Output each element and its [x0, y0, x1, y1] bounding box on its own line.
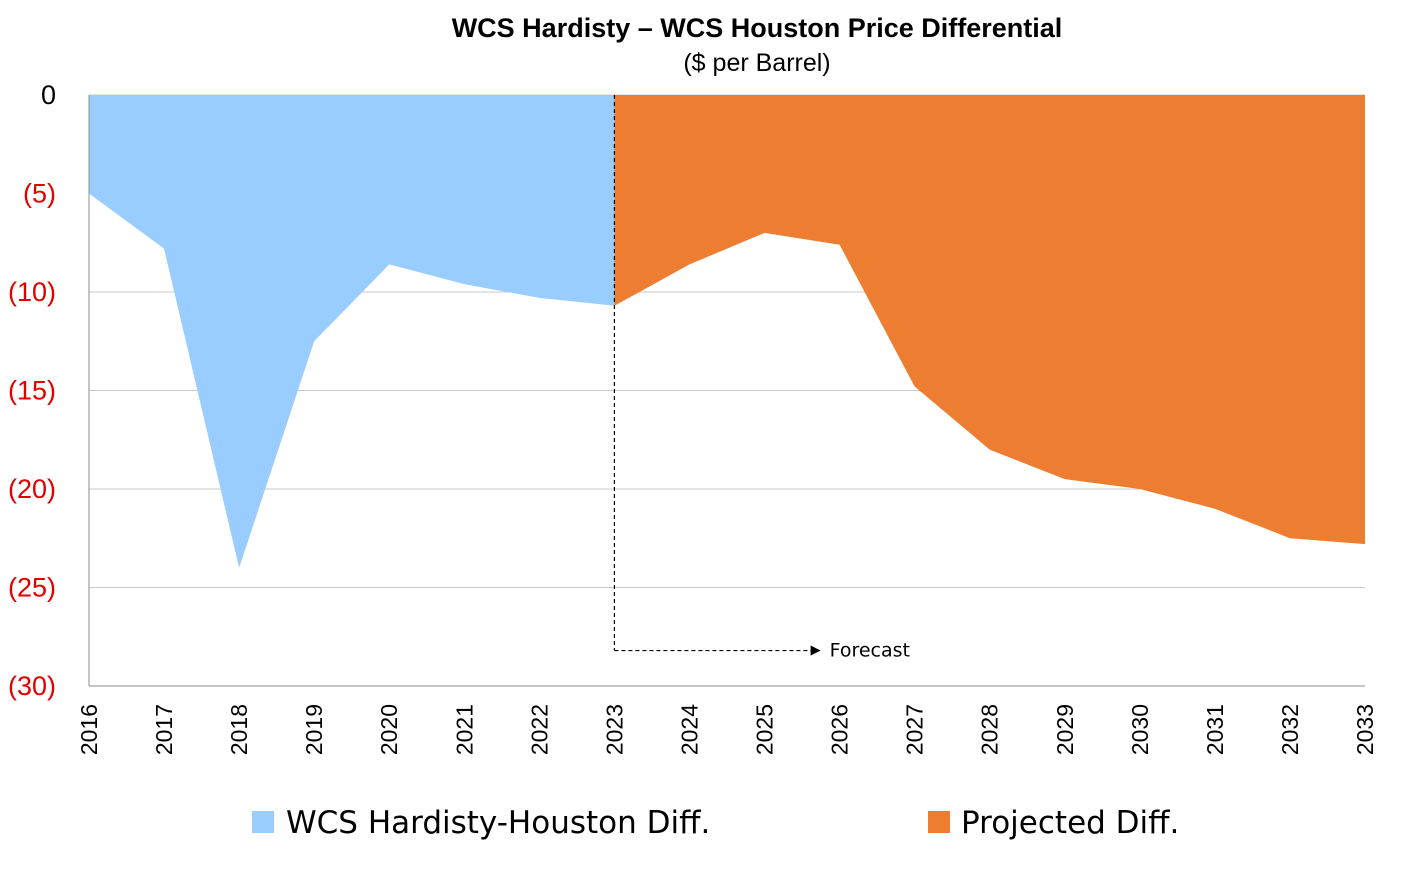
forecast-label: Forecast: [830, 640, 910, 662]
x-tick-label: 2028: [977, 704, 1003, 755]
y-tick-label: (20): [8, 474, 56, 504]
x-tick-label: 2030: [1127, 704, 1153, 755]
legend-swatch-historical: [252, 811, 274, 833]
y-tick-label: 0: [41, 80, 56, 110]
x-tick-label: 2029: [1052, 704, 1078, 755]
x-tick-labels: 2016 2017 2018 2019 2020 2021 2022 2023 2024 2025…: [76, 704, 1378, 755]
x-tick-label: 2027: [902, 704, 928, 755]
area-historical: [89, 95, 615, 568]
area-projected: [614, 95, 1365, 545]
x-tick-label: 2024: [676, 704, 702, 755]
y-tick-labels: 0 (5) (10) (15) (20) (25) (30): [8, 80, 56, 701]
y-tick-label: (10): [8, 277, 56, 307]
chart-subtitle: ($ per Barrel): [683, 49, 830, 77]
x-tick-label: 2019: [301, 704, 327, 755]
x-tick-label: 2023: [601, 704, 627, 755]
x-tick-label: 2020: [376, 704, 402, 755]
area-series: [89, 95, 1365, 568]
y-tick-label: (15): [8, 376, 56, 406]
axes: [88, 95, 1365, 687]
chart-title: WCS Hardisty – WCS Houston Price Differe…: [452, 13, 1063, 43]
x-tick-label: 2022: [526, 704, 552, 755]
x-tick-label: 2017: [151, 704, 177, 755]
x-tick-label: 2025: [752, 704, 778, 755]
legend: WCS Hardisty-Houston Diff. Projected Dif…: [252, 805, 1179, 841]
x-tick-label: 2016: [76, 704, 102, 755]
legend-label-historical: WCS Hardisty-Houston Diff.: [286, 805, 710, 841]
x-tick-label: 2018: [226, 704, 252, 755]
x-tick-label: 2031: [1202, 704, 1228, 755]
x-tick-label: 2032: [1277, 704, 1303, 755]
legend-swatch-projected: [928, 811, 950, 833]
y-tick-label: (25): [8, 573, 56, 603]
legend-label-projected: Projected Diff.: [961, 805, 1179, 841]
forecast-annotation: Forecast: [613, 95, 910, 662]
x-tick-label: 2021: [451, 704, 477, 755]
y-tick-label: (5): [23, 179, 56, 209]
x-tick-label: 2033: [1352, 704, 1378, 755]
x-tick-label: 2026: [827, 704, 853, 755]
y-tick-label: (30): [8, 671, 56, 701]
